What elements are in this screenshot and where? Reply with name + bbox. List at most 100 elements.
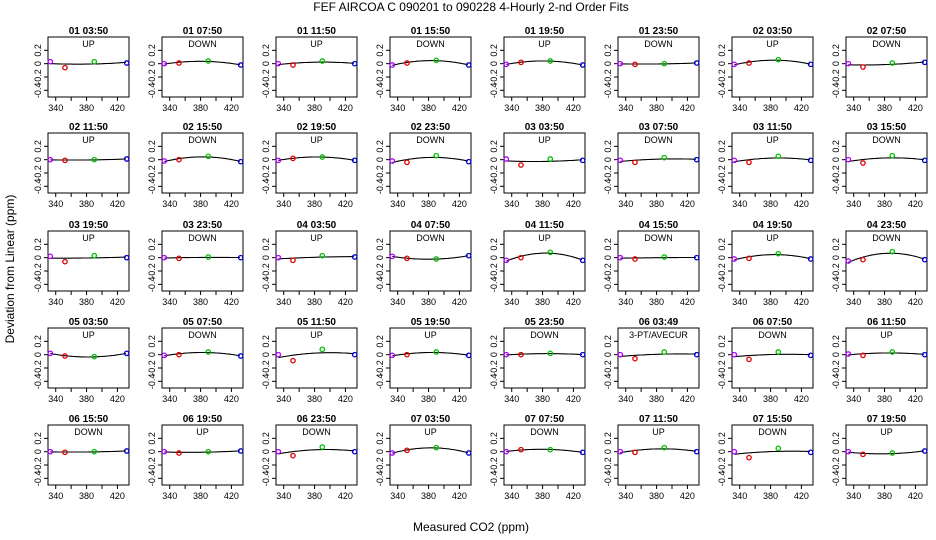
- panel-title: 02 03:50: [753, 26, 793, 37]
- panel-trend-label: UP: [880, 427, 893, 437]
- y-tick-label: 0: [603, 61, 613, 66]
- y-tick-label: -0.4: [831, 83, 841, 99]
- data-point: [693, 60, 700, 66]
- fit-curve: [734, 59, 811, 66]
- y-tick-label: 0.2: [603, 432, 613, 445]
- y-tick-label: -0.2: [261, 165, 271, 181]
- x-tick-label: 340: [162, 199, 177, 209]
- fit-curve: [392, 255, 468, 260]
- x-tick-label: 380: [535, 103, 550, 113]
- fit-curve: [278, 448, 354, 455]
- panel-36: 07 03:50 UP -0.4-0.2 0 0.2 340 380 420: [375, 414, 472, 501]
- x-tick-label: 340: [846, 103, 861, 113]
- data-point: [465, 450, 472, 456]
- panel-frame: [731, 36, 814, 98]
- data-point: [661, 60, 668, 67]
- y-tick-label: -0.4: [33, 83, 43, 99]
- data-point: [161, 448, 168, 455]
- y-tick-label: 0.2: [375, 238, 385, 251]
- y-tick-label: 0.2: [603, 44, 613, 57]
- panel-frame: [47, 230, 130, 292]
- data-point: [290, 155, 296, 162]
- y-tick-label: -0.2: [261, 263, 271, 279]
- y-tick-label: 0: [489, 157, 499, 162]
- panel-24: 04 23:50 DOWN -0.4-0.2 0 0.2 340 380 420: [831, 220, 928, 307]
- x-tick-label: 420: [224, 199, 239, 209]
- y-tick-label: -0.4: [717, 83, 727, 99]
- fit-curve: [392, 351, 468, 357]
- panel-title: 04 07:50: [411, 220, 451, 231]
- y-tick-label: -0.2: [603, 360, 613, 376]
- panel-10: 02 15:50 DOWN -0.4-0.2 0 0.2 340 380 420: [147, 122, 244, 209]
- y-tick-label: -0.2: [603, 69, 613, 85]
- y-tick-label: 0: [831, 449, 841, 454]
- x-tick-label: 380: [421, 394, 436, 404]
- panel-15: 03 11:50 UP -0.4-0.2 0 0.2 340 380 420: [717, 122, 814, 209]
- x-tick-label: 380: [307, 103, 322, 113]
- x-tick-label: 420: [338, 491, 353, 501]
- data-point: [547, 350, 554, 357]
- x-tick-label: 380: [649, 394, 664, 404]
- x-tick-label: 380: [763, 199, 778, 209]
- y-tick-label: 0.2: [489, 140, 499, 153]
- x-tick-label: 340: [276, 199, 291, 209]
- y-tick-label: 0.2: [375, 44, 385, 57]
- data-point: [889, 450, 896, 456]
- fit-curve: [278, 352, 354, 359]
- x-tick-label: 380: [421, 297, 436, 307]
- x-tick-label: 340: [504, 103, 519, 113]
- y-tick-label: -0.4: [717, 277, 727, 293]
- x-tick-label: 380: [193, 199, 208, 209]
- x-tick-label: 340: [162, 297, 177, 307]
- y-tick-label: 0.2: [489, 238, 499, 251]
- panel-17: 03 19:50 UP -0.4-0.2 0 0.2 340 380 420: [33, 220, 130, 307]
- data-point: [123, 448, 130, 454]
- y-tick-label: 0.2: [489, 44, 499, 57]
- x-tick-label: 340: [846, 297, 861, 307]
- x-tick-label: 420: [566, 199, 581, 209]
- x-tick-label: 420: [338, 394, 353, 404]
- data-point: [845, 156, 852, 163]
- panel-frame: [503, 424, 586, 486]
- y-tick-label: -0.4: [261, 471, 271, 487]
- x-tick-label: 380: [535, 491, 550, 501]
- data-point: [921, 351, 928, 358]
- x-tick-label: 340: [618, 394, 633, 404]
- panel-1: 01 03:50 UP -0.4-0.2 0 0.2 340 380 420: [33, 26, 130, 113]
- fit-curve: [620, 353, 696, 357]
- panel-frame: [731, 424, 814, 486]
- panel-frame: [845, 327, 928, 389]
- panel-28: 05 19:50 UP -0.4-0.2 0 0.2 340 380 420: [375, 317, 472, 404]
- panel-trend-label: DOWN: [644, 39, 673, 49]
- fit-curve: [392, 447, 469, 454]
- data-point: [389, 253, 396, 260]
- panel-title: 03 03:50: [525, 122, 565, 133]
- panel-frame: [161, 36, 244, 98]
- y-tick-label: -0.2: [717, 457, 727, 473]
- x-tick-label: 420: [794, 297, 809, 307]
- panel-title: 01 15:50: [411, 26, 451, 37]
- data-point: [237, 62, 244, 68]
- y-tick-label: -0.4: [375, 83, 385, 99]
- data-point: [860, 160, 866, 166]
- fit-curve: [164, 156, 241, 163]
- y-tick-label: -0.2: [33, 165, 43, 181]
- panel-22: 04 15:50 DOWN -0.4-0.2 0 0.2 340 380 420: [603, 220, 700, 307]
- y-tick-label: 0.2: [147, 140, 157, 153]
- panel-37: 07 07:50 DOWN -0.4-0.2 0 0.2 340 380 420: [489, 414, 586, 501]
- y-tick-label: 0: [603, 449, 613, 454]
- y-tick-label: 0.2: [33, 140, 43, 153]
- data-point: [518, 351, 524, 358]
- panel-13: 03 03:50 UP -0.4-0.2 0 0.2 340 380 420: [489, 122, 586, 209]
- data-point: [775, 349, 782, 355]
- y-tick-label: -0.2: [831, 457, 841, 473]
- y-tick-label: 0.2: [603, 335, 613, 348]
- data-point: [617, 448, 624, 455]
- y-tick-label: -0.2: [33, 360, 43, 376]
- y-tick-label: -0.2: [147, 69, 157, 85]
- y-tick-label: -0.4: [603, 83, 613, 99]
- data-point: [91, 353, 98, 360]
- x-tick-label: 340: [504, 297, 519, 307]
- x-tick-label: 420: [566, 491, 581, 501]
- data-point: [921, 448, 928, 454]
